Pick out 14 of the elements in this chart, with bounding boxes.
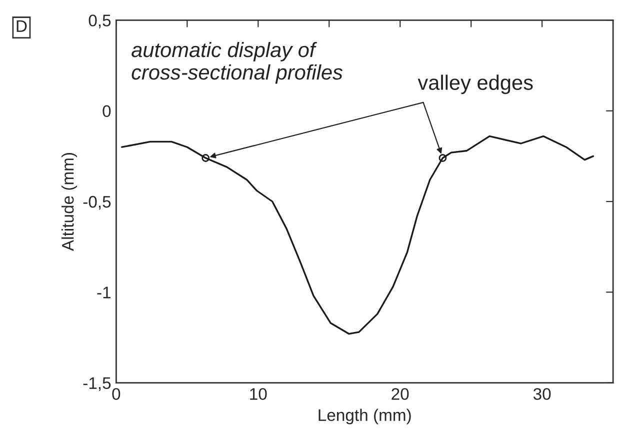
y-tick-label: 0,5 [88,14,111,28]
y-tick-label: 0 [102,105,111,118]
x-axis-title: Length (mm) [318,408,411,424]
y-axis-title: Altitude (mm) [62,152,78,252]
y-tick-label: -1,5 [83,377,111,391]
text: D [16,20,27,32]
x-tick-label: 20 [392,388,409,400]
y-tick-label: -0,5 [83,196,111,210]
x-tick-label: 30 [533,388,551,400]
x-tick-label: 10 [250,388,267,400]
x-tick-label: 0 [112,388,120,400]
y-tick-label: -1 [97,286,111,298]
annotation: automatic display of cross-sectional profiles [132,42,343,84]
annotation: valley edges [418,74,533,94]
